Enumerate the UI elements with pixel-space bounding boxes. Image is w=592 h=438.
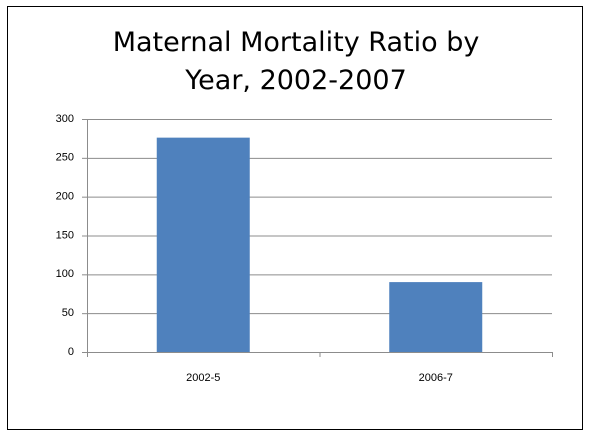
chart-title: Maternal Mortality Ratio by Year, 2002-2… [112, 27, 480, 96]
frame [7, 6, 583, 430]
y-tick-label: 300 [56, 113, 74, 125]
y-tick-label: 0 [68, 346, 74, 358]
x-tick-label: 2002-5 [186, 372, 220, 384]
y-tick-label: 50 [62, 307, 74, 319]
x-tick-label: 2006-7 [419, 372, 453, 384]
y-tick-label: 150 [56, 229, 74, 241]
y-tick-label: 100 [56, 268, 74, 280]
y-tick-label: 250 [56, 152, 74, 164]
bar [156, 137, 250, 352]
y-tick-label: 200 [56, 191, 74, 203]
bar [389, 282, 483, 352]
